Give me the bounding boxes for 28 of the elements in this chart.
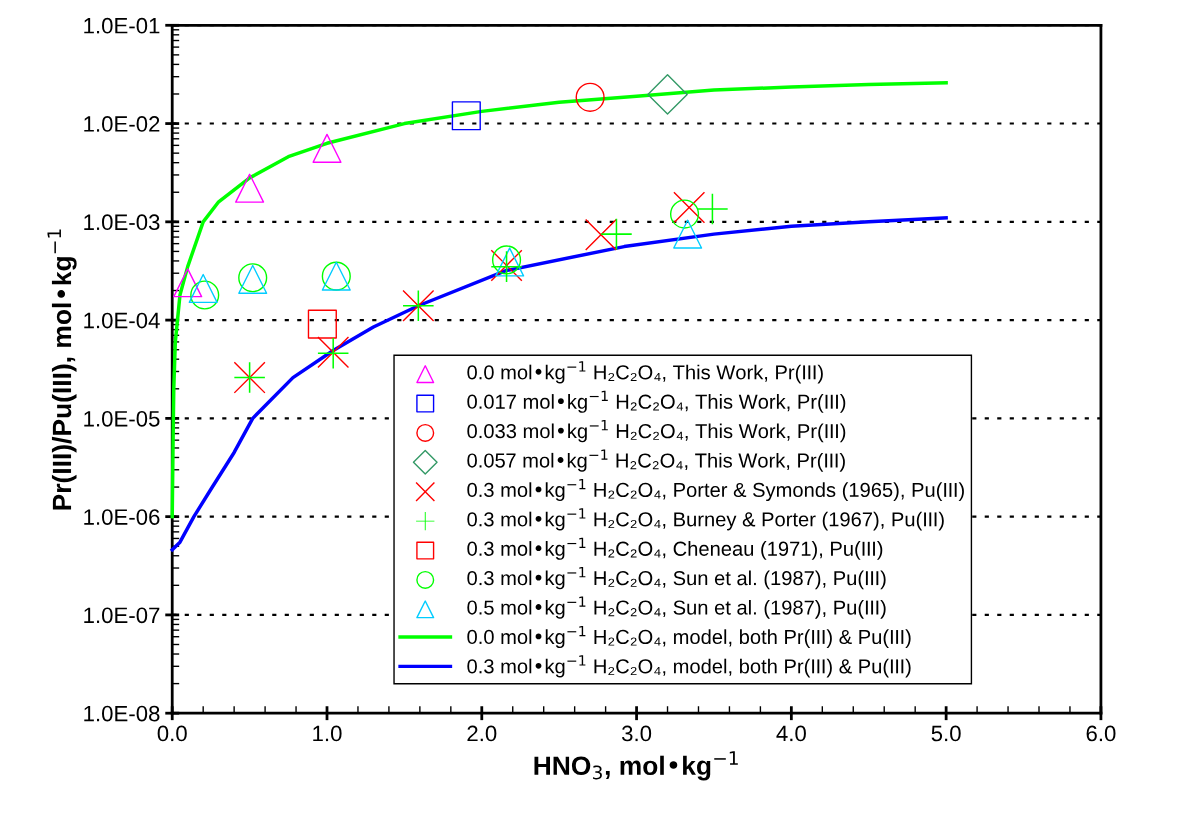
legend-label: 0.017 mol•kg$^{−1}$ H₂C₂O₄, This Work, Pr(III) [467, 390, 846, 413]
y-tick-label: 1.0E-07 [84, 607, 160, 624]
y-tick-label: 1.0E-02 [84, 116, 160, 132]
legend-label: 0.3 mol•kg$^{−1}$ H₂C₂O₄, Sun et al. (1987), Pu(III) [467, 567, 886, 590]
legend-label: 0.033 mol•kg$^{−1}$ H₂C₂O₄, This Work, Pr(III) [467, 420, 846, 443]
y-tick-label: 1.0E-06 [84, 509, 160, 525]
x-tick-label: 3.0 [621, 725, 652, 742]
y-tick-label: 1.0E-03 [84, 214, 160, 231]
x-tick-label: 5.0 [931, 725, 961, 742]
legend-label: 0.3 mol•kg$^{−1}$ H₂C₂O₄, Burney & Porter (1967), Pu(III) [467, 508, 944, 531]
legend-label: 0.057 mol•kg$^{−1}$ H₂C₂O₄, This Work, Pr(III) [467, 449, 845, 472]
x-tick-label: 0.0 [157, 725, 187, 742]
legend-label: 0.0 mol•kg$^{−1}$ H₂C₂O₄, model, both Pr(III) & Pu(III) [467, 625, 911, 649]
x-tick-label: 2.0 [467, 725, 497, 742]
legend-label: 0.3 mol•kg$^{−1}$ H₂C₂O₄, Cheneau (1971), Pu(III) [467, 537, 883, 560]
x-tick-label: 1.0 [313, 725, 342, 742]
x-tick-label: 6.0 [1086, 725, 1116, 742]
y-tick-label: 1.0E-05 [84, 410, 160, 427]
legend-label: 0.0 mol•kg$^{−1}$ H₂C₂O₄, This Work, Pr(III) [467, 361, 823, 384]
y-tick-label: 1.0E-04 [84, 312, 160, 329]
y-tick-label: 1.0E-01 [84, 17, 160, 34]
legend-label: 0.5 mol•kg$^{−1}$ H₂C₂O₄, Sun et al. (1987), Pu(III) [467, 596, 886, 619]
x-tick-label: 4.0 [776, 725, 806, 742]
y-axis-title: Pr(III)/Pu(III), mol•kg$^{−1}$ [47, 229, 77, 510]
y-tick-label: 1.0E-08 [84, 705, 160, 722]
x-axis-title: HNO$_{3}$, mol•kg$^{−1}$ [534, 751, 738, 781]
legend-label: 0.3 mol•kg$^{−1}$ H₂C₂O₄, Porter & Symonds (1965), Pu(III) [467, 478, 964, 502]
legend-label: 0.3 mol•kg$^{−1}$ H₂C₂O₄, model, both Pr(III) & Pu(III) [467, 655, 911, 678]
